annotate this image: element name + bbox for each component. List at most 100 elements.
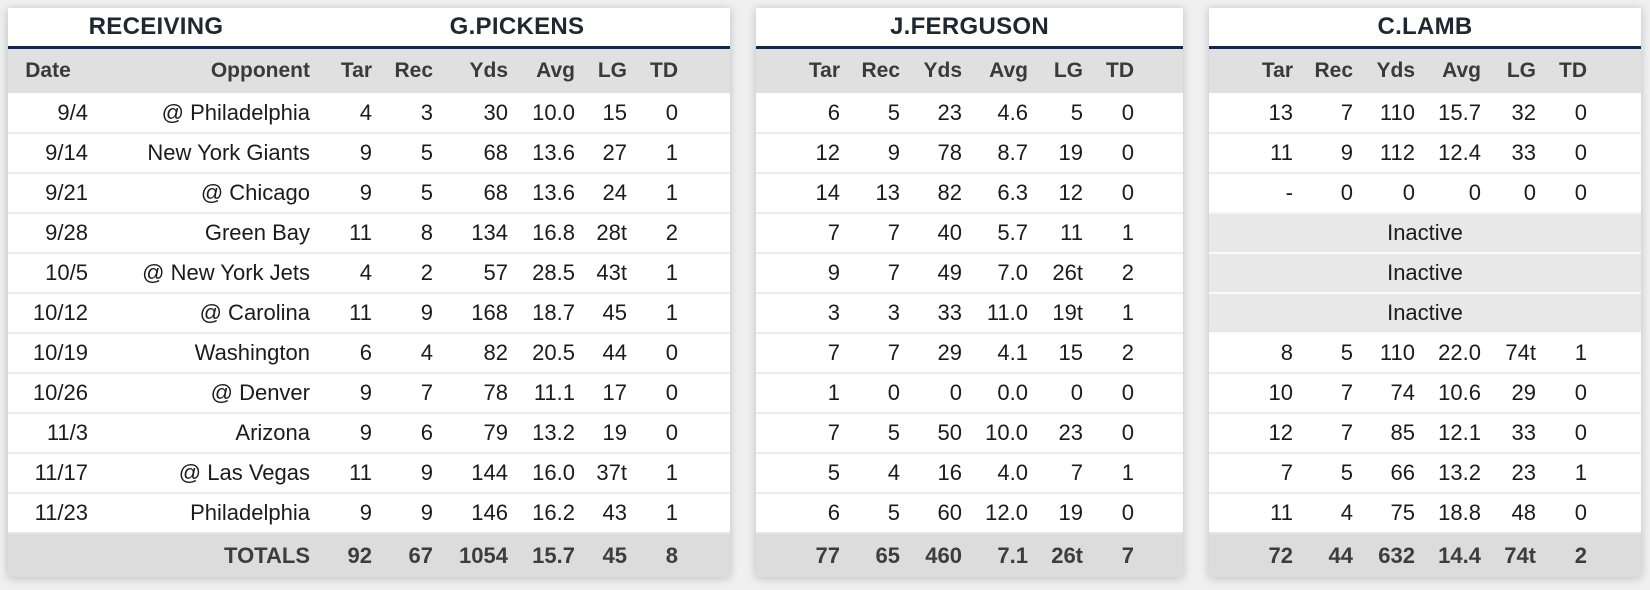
cell-targets: 4	[310, 93, 372, 133]
cell-average: 13.6	[508, 172, 575, 213]
cell-touchdowns: 0	[1083, 93, 1134, 133]
spacer-cell	[1134, 252, 1183, 293]
spacer-cell	[1134, 452, 1183, 493]
cell-touchdowns: 0	[627, 93, 678, 133]
cell-receptions: 4	[372, 332, 433, 373]
header-cell-opponent: Opponent	[88, 49, 310, 93]
header-cell-targets: Tar	[310, 49, 372, 93]
cell-date: 10/26	[8, 372, 88, 413]
total-touchdowns: 8	[627, 532, 678, 577]
totals-row: 72 44 632 14.4 74t 2	[1209, 532, 1641, 577]
game-row: 10/12 @ Carolina 11 9 168 18.7 45 1	[8, 292, 730, 333]
total-date	[8, 532, 88, 577]
cell-long: 11	[1028, 212, 1083, 253]
cell-touchdowns: 1	[627, 172, 678, 213]
cell-touchdowns: 0	[1083, 132, 1134, 173]
cell-yards: 74	[1353, 372, 1415, 413]
spacer-cell	[1134, 372, 1183, 413]
game-row: 12 9 78 8.7 19 0	[756, 132, 1183, 173]
spacer-cell	[1134, 492, 1183, 533]
spacer-cell	[678, 292, 730, 333]
cell-yards: 85	[1353, 412, 1415, 453]
cell-long: 19	[1028, 132, 1083, 173]
total-average: 15.7	[508, 532, 575, 577]
cell-yards: 57	[433, 252, 508, 293]
header-cell-yards: Yds	[900, 49, 962, 93]
spacer-cell	[678, 492, 730, 533]
cell-yards: 75	[1353, 492, 1415, 533]
cell-opponent: Green Bay	[88, 212, 310, 253]
cell-long: 19t	[1028, 292, 1083, 333]
cell-average: 18.8	[1415, 492, 1481, 533]
cell-average: 8.7	[962, 132, 1028, 173]
spacer-cell	[1587, 132, 1641, 173]
header-cell-long: LG	[575, 49, 627, 93]
cell-touchdowns: 2	[1083, 332, 1134, 373]
game-row: 14 13 82 6.3 12 0	[756, 172, 1183, 213]
cell-receptions: 9	[1293, 132, 1353, 173]
cell-receptions: 0	[840, 372, 900, 413]
totals-row: 77 65 460 7.1 26t 7	[756, 532, 1183, 577]
cell-yards: 78	[900, 132, 962, 173]
pickens-table-body: 9/4 @ Philadelphia 4 3 30 10.0 15 0 9/14 New York…	[8, 93, 730, 533]
total-touchdowns: 7	[1083, 532, 1134, 577]
total-yards: 632	[1353, 532, 1415, 577]
inactive-row: Inactive	[1209, 292, 1641, 333]
cell-date: 11/3	[8, 412, 88, 453]
cell-average: 6.3	[962, 172, 1028, 213]
cell-average: 12.0	[962, 492, 1028, 533]
cell-opponent: @ Denver	[88, 372, 310, 413]
cell-date: 11/17	[8, 452, 88, 493]
pickens-table-header: Date Opponent Tar Rec Yds Avg LG TD	[8, 49, 730, 93]
cell-yards: 0	[900, 372, 962, 413]
cell-yards: 134	[433, 212, 508, 253]
spacer-cell	[678, 49, 730, 93]
header-cell-yards: Yds	[433, 49, 508, 93]
spacer-cell	[1587, 332, 1641, 373]
spacer-cell	[1134, 132, 1183, 173]
cell-average: 10.0	[508, 93, 575, 133]
cell-targets: 5	[756, 452, 840, 493]
cell-date: 9/21	[8, 172, 88, 213]
cell-average: 7.0	[962, 252, 1028, 293]
spacer-cell	[1134, 93, 1183, 133]
pickens-stats-table: Date Opponent Tar Rec Yds Avg LG TD 9/4 @ Philad…	[8, 49, 730, 577]
spacer-cell	[1134, 49, 1183, 93]
total-average: 14.4	[1415, 532, 1481, 577]
cell-long: 28t	[575, 212, 627, 253]
spacer-cell	[1134, 292, 1183, 333]
cell-touchdowns: 1	[1083, 452, 1134, 493]
spacer-cell	[1587, 532, 1641, 577]
cell-receptions: 7	[840, 212, 900, 253]
cell-touchdowns: 0	[627, 412, 678, 453]
cell-yards: 112	[1353, 132, 1415, 173]
cell-targets: 6	[756, 492, 840, 533]
total-long: 26t	[1028, 532, 1083, 577]
game-row: 1 0 0 0.0 0 0	[756, 372, 1183, 413]
cell-targets: 7	[756, 332, 840, 373]
cell-touchdowns: 1	[627, 292, 678, 333]
spacer-cell	[678, 412, 730, 453]
cell-touchdowns: 1	[1536, 452, 1587, 493]
inactive-row: Inactive	[1209, 212, 1641, 253]
game-row: 11/3 Arizona 9 6 79 13.2 19 0	[8, 412, 730, 453]
cell-yards: 144	[433, 452, 508, 493]
cell-average: 11.1	[508, 372, 575, 413]
cell-receptions: 3	[372, 93, 433, 133]
total-long: 45	[575, 532, 627, 577]
header-cell-average: Avg	[962, 49, 1028, 93]
cell-long: 45	[575, 292, 627, 333]
cell-touchdowns: 2	[1083, 252, 1134, 293]
cell-yards: 110	[1353, 332, 1415, 373]
inactive-cell: Inactive	[1209, 212, 1641, 253]
cell-targets: 1	[756, 372, 840, 413]
cell-receptions: 13	[840, 172, 900, 213]
header-row: Tar Rec Yds Avg LG TD	[756, 49, 1183, 93]
cell-long: 23	[1481, 452, 1536, 493]
lamb-table-totals: 72 44 632 14.4 74t 2	[1209, 532, 1641, 577]
cell-long: 15	[575, 93, 627, 133]
cell-targets: 11	[1209, 132, 1293, 173]
cell-opponent: @ Chicago	[88, 172, 310, 213]
cell-long: 29	[1481, 372, 1536, 413]
